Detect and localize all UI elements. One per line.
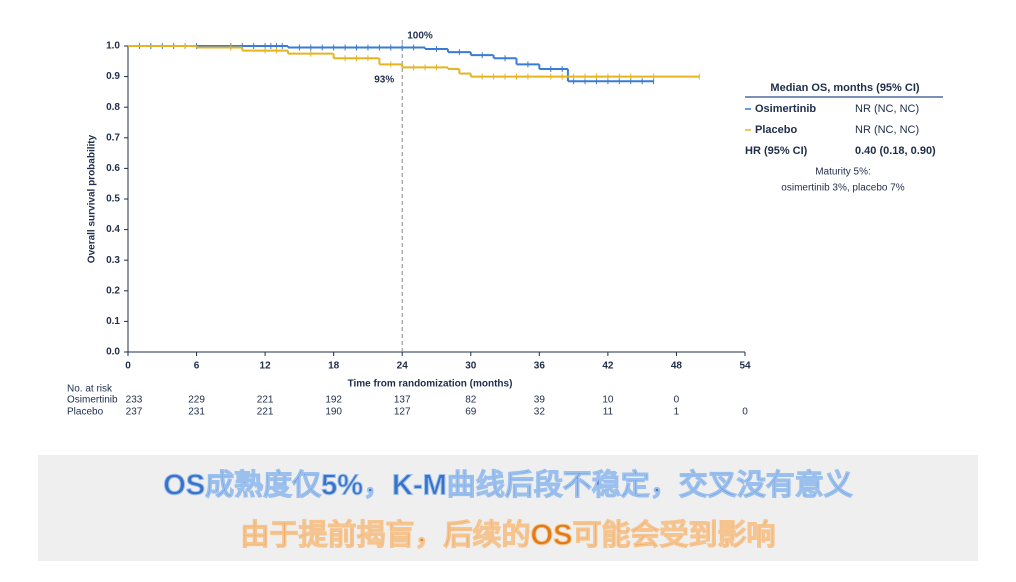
risk-row-name: Placebo [67, 407, 104, 418]
risk-title: No. at risk [67, 384, 113, 395]
risk-count: 32 [534, 407, 546, 418]
x-tick-label: 6 [194, 361, 200, 372]
y-tick-label: 0.2 [106, 285, 120, 296]
x-tick-label: 42 [602, 361, 614, 372]
legend-note: Maturity 5%: [815, 167, 871, 178]
legend-label: HR (95% CI) [745, 145, 808, 157]
x-tick-label: 24 [397, 361, 409, 372]
y-axis-label: Overall survival probability [87, 134, 98, 263]
x-tick-label: 48 [671, 361, 683, 372]
risk-count: 82 [465, 395, 477, 406]
legend-label: Placebo [755, 124, 797, 136]
y-tick-label: 0.6 [106, 163, 120, 174]
y-tick-label: 0.0 [106, 347, 120, 358]
risk-count: 11 [603, 407, 614, 418]
x-tick-label: 12 [260, 361, 272, 372]
legend-value: 0.40 (0.18, 0.90) [855, 145, 936, 157]
x-tick-label: 0 [125, 361, 131, 372]
x-tick-label: 18 [328, 361, 340, 372]
y-tick-label: 0.7 [106, 132, 120, 143]
risk-count: 192 [325, 395, 342, 406]
legend-value: NR (NC, NC) [855, 103, 919, 115]
risk-count: 237 [126, 407, 143, 418]
x-tick-label: 36 [534, 361, 546, 372]
risk-count: 10 [602, 395, 614, 406]
legend-title: Median OS, months (95% CI) [770, 82, 919, 94]
x-axis-label: Time from randomization (months) [348, 379, 513, 390]
x-tick-label: 30 [465, 361, 477, 372]
annotation: 93% [374, 75, 394, 86]
x-tick-label: 54 [739, 361, 751, 372]
y-tick-label: 0.1 [106, 316, 120, 327]
legend-note: osimertinib 3%, placebo 7% [781, 183, 905, 194]
risk-count: 0 [674, 395, 680, 406]
y-tick-label: 0.3 [106, 255, 120, 266]
risk-count: 39 [534, 395, 546, 406]
risk-count: 137 [394, 395, 411, 406]
risk-count: 221 [257, 395, 274, 406]
y-tick-label: 0.4 [106, 224, 120, 235]
risk-row-name: Osimertinib [67, 395, 118, 406]
risk-count: 1 [674, 407, 680, 418]
risk-count: 127 [394, 407, 411, 418]
risk-count: 233 [126, 395, 143, 406]
y-tick-label: 1.0 [106, 41, 120, 52]
risk-count: 190 [325, 407, 342, 418]
banner-line2: 由于提前揭盲，后续的OS可能会受到影响 [241, 518, 776, 552]
legend-label: Osimertinib [755, 103, 816, 115]
risk-count: 221 [257, 407, 274, 418]
risk-count: 231 [188, 407, 205, 418]
y-tick-label: 0.8 [106, 102, 120, 113]
risk-count: 0 [742, 407, 748, 418]
risk-count: 229 [188, 395, 205, 406]
banner-line1: OS成熟度仅5%，K-M曲线后段不稳定，交叉没有意义 [163, 468, 853, 502]
risk-count: 69 [465, 407, 477, 418]
y-tick-label: 0.5 [106, 194, 120, 205]
annotation: 100% [407, 31, 433, 42]
legend-value: NR (NC, NC) [855, 124, 919, 136]
y-tick-label: 0.9 [106, 71, 120, 82]
banner-bg [38, 455, 978, 561]
